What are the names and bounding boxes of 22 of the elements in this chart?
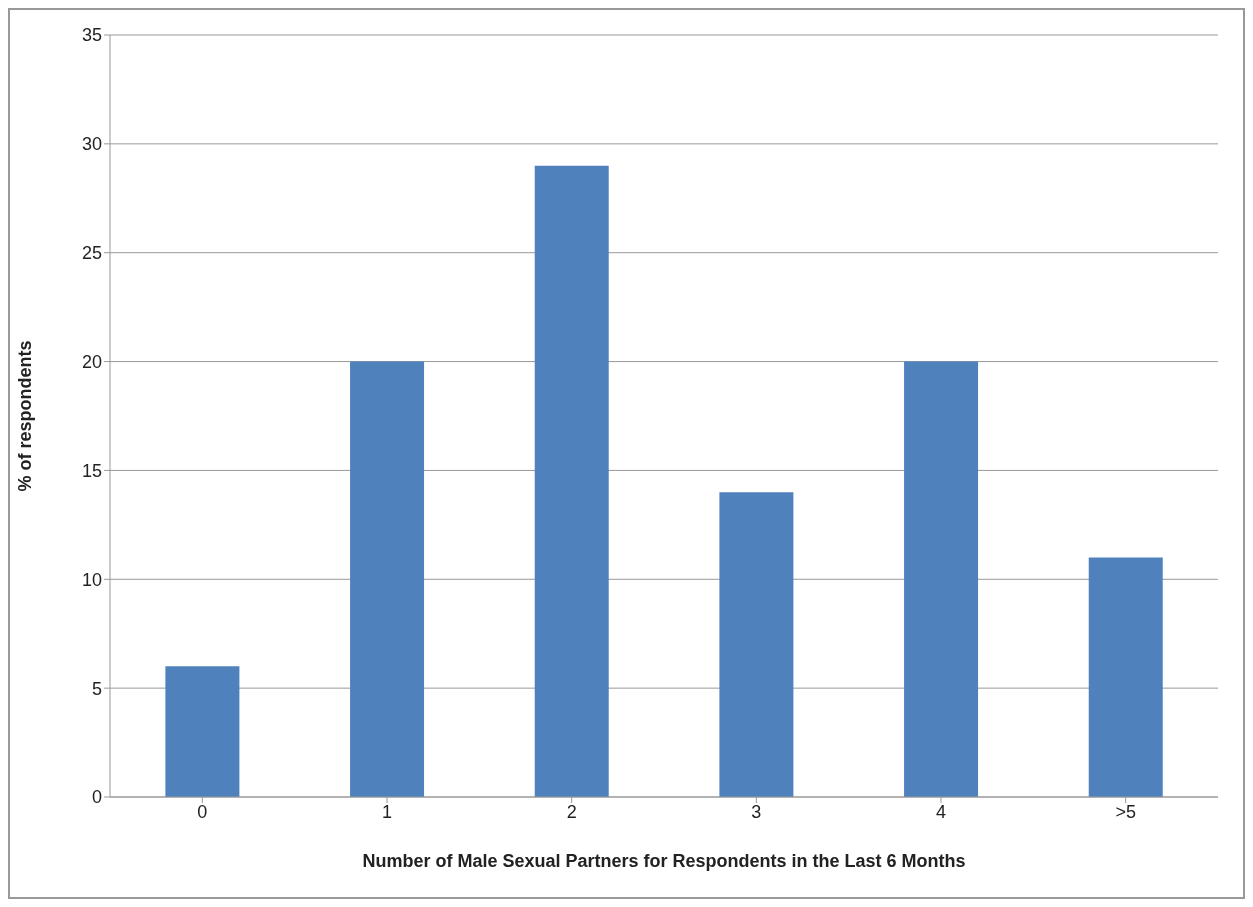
bar [719,492,794,797]
y-tick-label: 30 [81,134,102,155]
bar [534,165,609,797]
y-tick-label: 35 [81,25,102,46]
bar [904,361,979,797]
y-axis-title: % of respondents [15,340,36,492]
x-tick-label: 1 [381,801,393,822]
bar [350,361,425,797]
x-tick-label: 2 [566,801,577,822]
y-tick-label: 25 [81,243,102,264]
x-tick-label: >5 [1115,801,1136,822]
y-tick-label: 15 [81,460,102,481]
y-tick-label: 20 [81,351,102,372]
y-tick-label: 0 [91,787,102,808]
y-tick-label: 10 [81,569,102,590]
bar [165,666,240,797]
bar [1088,557,1163,797]
x-tick-label: 4 [935,801,947,822]
x-tick-label: 3 [751,801,762,822]
y-tick-label: 5 [91,678,102,699]
x-tick-label: 0 [197,801,208,822]
x-axis-title: Number of Male Sexual Partners for Respondents in the Last 6 Months [362,851,966,871]
